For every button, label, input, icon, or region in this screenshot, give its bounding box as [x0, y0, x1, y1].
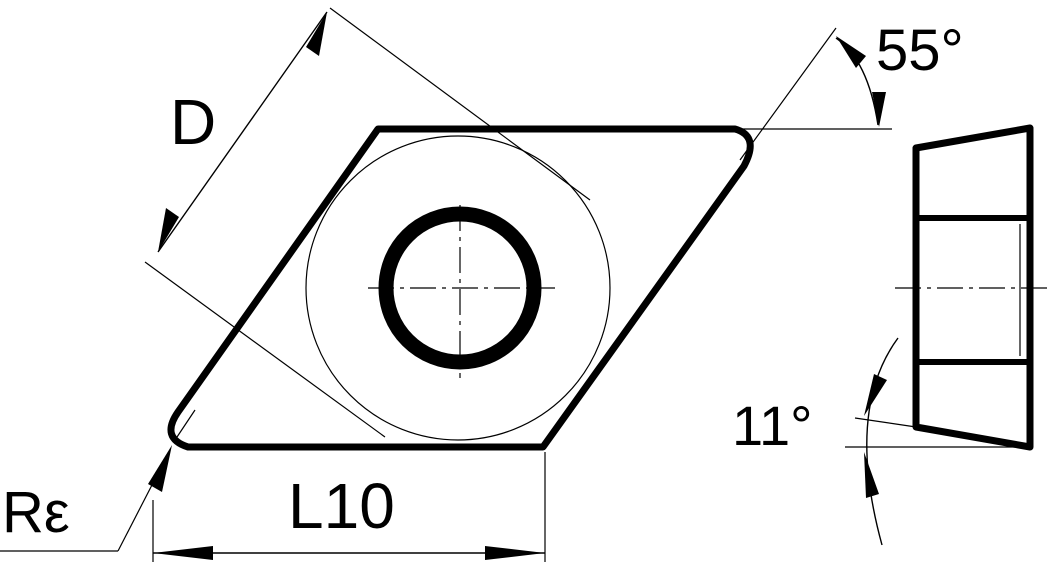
- extension-line-top: [329, 7, 591, 201]
- arrow-11-lower: [864, 452, 879, 498]
- label-clearance-angle: 11°: [732, 394, 813, 457]
- arrow-radius: [148, 445, 172, 492]
- dimension-corner-radius: [0, 409, 196, 552]
- arrow-55-upper: [836, 36, 866, 68]
- insert-top-view: [167, 125, 754, 451]
- label-cutting-edge-length: L10: [288, 470, 395, 542]
- label-corner-radius: Rε: [2, 480, 70, 545]
- insert-side-view: [895, 124, 1050, 451]
- extension-line-clearance: [854, 417, 917, 428]
- dimension-d: [144, 7, 591, 438]
- arrow-l10-right: [485, 546, 545, 560]
- angle-arc-11: [866, 337, 899, 546]
- extension-line-bottom: [144, 261, 386, 438]
- arrow-11-upper: [864, 374, 887, 416]
- inscribed-circle: [305, 135, 611, 441]
- arrow-d-top: [306, 12, 327, 56]
- insert-outline: [167, 125, 754, 451]
- label-d: D: [170, 86, 217, 158]
- arrow-55-lower: [872, 92, 886, 127]
- dimension-clearance-angle: [845, 337, 1030, 546]
- dimension-nose-angle: [739, 27, 892, 161]
- extension-line-edge: [739, 27, 837, 161]
- leader-line-radius-extension: [174, 409, 196, 441]
- dimension-l10: [152, 452, 546, 562]
- dimension-line-d: [157, 11, 328, 253]
- arrow-d-bottom: [158, 208, 179, 252]
- arrow-l10-left: [153, 546, 213, 560]
- label-nose-angle: 55°: [876, 18, 964, 83]
